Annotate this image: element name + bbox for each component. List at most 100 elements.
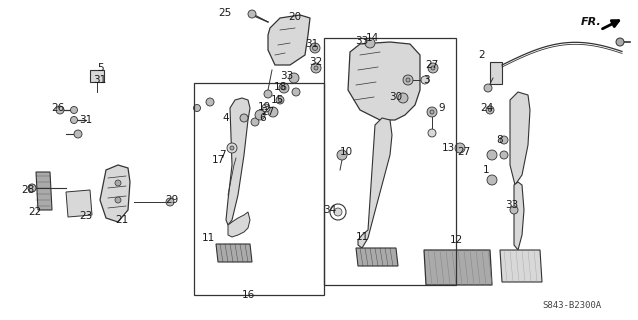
Circle shape [430, 110, 434, 114]
Text: 1: 1 [483, 165, 489, 175]
Circle shape [428, 129, 436, 137]
Text: 16: 16 [241, 290, 255, 300]
Polygon shape [216, 244, 252, 262]
Polygon shape [228, 212, 250, 237]
Polygon shape [358, 118, 392, 248]
Circle shape [421, 76, 429, 84]
Text: FR.: FR. [581, 17, 602, 27]
Circle shape [279, 83, 289, 93]
Circle shape [403, 75, 413, 85]
Text: 20: 20 [288, 12, 302, 22]
Circle shape [314, 66, 318, 70]
Text: 2: 2 [478, 50, 486, 60]
Text: 13: 13 [441, 143, 455, 153]
Text: 33: 33 [505, 200, 519, 210]
Polygon shape [348, 42, 420, 120]
Circle shape [427, 107, 437, 117]
Polygon shape [268, 15, 310, 65]
Circle shape [313, 45, 318, 51]
Circle shape [262, 104, 270, 112]
Circle shape [28, 184, 36, 192]
Text: 8: 8 [497, 135, 503, 145]
Text: 32: 32 [309, 57, 323, 67]
Text: 27: 27 [426, 60, 439, 70]
Circle shape [264, 90, 272, 98]
Text: 31: 31 [79, 115, 93, 125]
Circle shape [398, 93, 408, 103]
Text: 26: 26 [52, 103, 64, 113]
Circle shape [510, 206, 518, 214]
Circle shape [115, 197, 121, 203]
Circle shape [406, 78, 410, 82]
Polygon shape [514, 182, 524, 250]
Text: 21: 21 [115, 215, 129, 225]
Circle shape [193, 105, 200, 111]
Text: 31: 31 [306, 39, 318, 49]
Polygon shape [500, 250, 542, 282]
Circle shape [334, 208, 342, 216]
Polygon shape [66, 190, 92, 217]
Polygon shape [508, 252, 538, 270]
Text: 3: 3 [423, 75, 429, 85]
Circle shape [500, 136, 508, 144]
Text: 33: 33 [355, 36, 369, 46]
Circle shape [292, 88, 300, 96]
Circle shape [487, 150, 497, 160]
Circle shape [206, 98, 214, 106]
Text: 11: 11 [202, 233, 214, 243]
Circle shape [227, 143, 237, 153]
Text: 7: 7 [219, 150, 225, 160]
Circle shape [500, 151, 508, 159]
Text: 19: 19 [257, 102, 271, 112]
Circle shape [455, 143, 465, 153]
Text: 11: 11 [355, 232, 369, 242]
Circle shape [484, 84, 492, 92]
Text: 10: 10 [339, 147, 353, 157]
Circle shape [365, 38, 375, 48]
Circle shape [311, 63, 321, 73]
Text: 34: 34 [323, 205, 337, 215]
Circle shape [279, 99, 281, 101]
Circle shape [616, 38, 624, 46]
Polygon shape [510, 92, 530, 185]
Circle shape [74, 130, 82, 138]
Text: 29: 29 [165, 195, 179, 205]
Circle shape [255, 110, 265, 120]
Text: 12: 12 [449, 235, 463, 245]
Circle shape [282, 86, 286, 90]
Circle shape [289, 73, 299, 83]
Circle shape [489, 108, 491, 111]
Circle shape [337, 150, 347, 160]
Text: 15: 15 [271, 95, 284, 105]
Text: 25: 25 [218, 8, 232, 18]
Text: 4: 4 [223, 113, 229, 123]
Circle shape [71, 107, 77, 114]
Polygon shape [226, 98, 250, 225]
Circle shape [166, 198, 174, 206]
Circle shape [56, 106, 64, 114]
Bar [490, 62, 502, 84]
Text: 27: 27 [457, 147, 471, 157]
Bar [194, 83, 324, 295]
Circle shape [71, 116, 77, 124]
Text: S843-B2300A: S843-B2300A [542, 300, 602, 309]
Polygon shape [100, 165, 130, 222]
Polygon shape [424, 250, 492, 285]
Text: 31: 31 [93, 75, 107, 85]
Circle shape [428, 63, 438, 73]
Text: 6: 6 [260, 113, 266, 123]
Circle shape [251, 118, 259, 126]
Text: 27: 27 [262, 107, 274, 117]
Circle shape [268, 107, 278, 117]
Text: 9: 9 [439, 103, 445, 113]
Text: 14: 14 [366, 33, 378, 43]
Text: 22: 22 [28, 207, 41, 217]
Polygon shape [356, 248, 398, 266]
Text: 24: 24 [480, 103, 494, 113]
Text: 18: 18 [273, 82, 286, 92]
Text: 30: 30 [389, 92, 403, 102]
Text: 5: 5 [97, 63, 103, 73]
Circle shape [248, 10, 256, 18]
Circle shape [240, 114, 248, 122]
Text: 33: 33 [280, 71, 293, 81]
